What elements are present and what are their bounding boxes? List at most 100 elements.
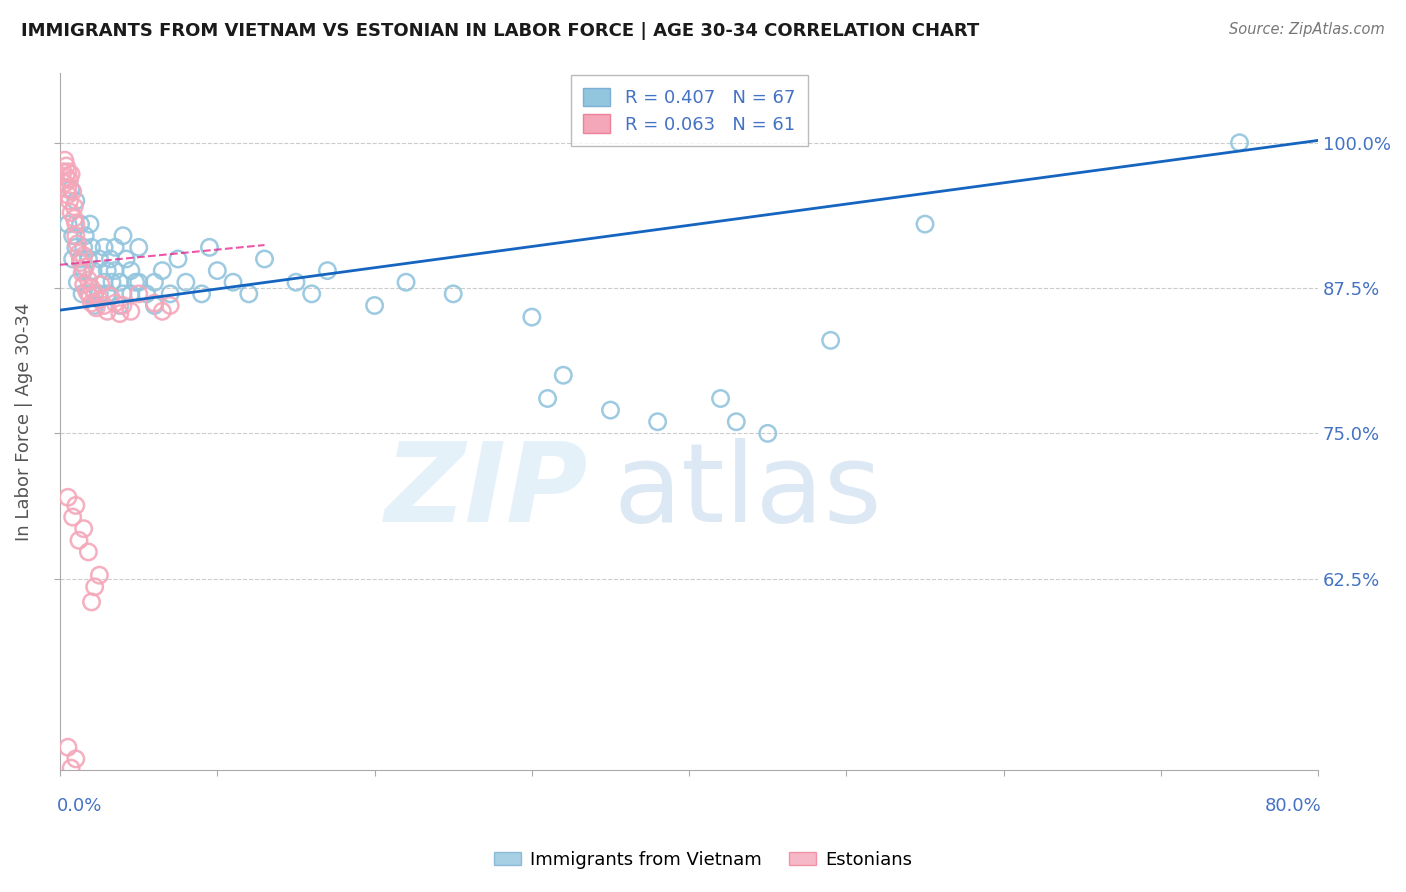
Point <box>124 275 146 289</box>
Point <box>93 240 115 254</box>
Point <box>53 177 76 191</box>
Point <box>89 286 111 301</box>
Point <box>82 263 104 277</box>
Point <box>62 252 84 266</box>
Point <box>60 761 83 775</box>
Point <box>108 307 131 321</box>
Point <box>120 304 142 318</box>
Point <box>128 240 150 254</box>
Point <box>89 568 111 582</box>
Point <box>90 277 112 292</box>
Point <box>150 263 173 277</box>
Point <box>79 289 101 303</box>
Text: atlas: atlas <box>613 438 882 545</box>
Point <box>100 252 122 266</box>
Point <box>96 263 118 277</box>
Point <box>70 266 93 280</box>
Point <box>96 286 118 301</box>
Point <box>190 286 212 301</box>
Point <box>159 298 181 312</box>
Point <box>83 298 105 312</box>
Point <box>65 194 87 208</box>
Point <box>55 170 77 185</box>
Point <box>65 217 87 231</box>
Point <box>73 522 96 536</box>
Legend: R = 0.407   N = 67, R = 0.063   N = 61: R = 0.407 N = 67, R = 0.063 N = 61 <box>571 75 807 146</box>
Point <box>58 194 80 208</box>
Point <box>60 167 83 181</box>
Point <box>63 200 86 214</box>
Point <box>66 275 89 289</box>
Point <box>73 263 96 277</box>
Point <box>65 752 87 766</box>
Point <box>108 275 131 289</box>
Point <box>104 296 127 310</box>
Point <box>73 248 96 262</box>
Point <box>647 415 669 429</box>
Point <box>65 499 87 513</box>
Point <box>108 298 131 312</box>
Point <box>150 304 173 318</box>
Point <box>238 286 260 301</box>
Point <box>520 310 543 325</box>
Point <box>56 188 79 202</box>
Text: 80.0%: 80.0% <box>1264 797 1322 815</box>
Legend: Immigrants from Vietnam, Estonians: Immigrants from Vietnam, Estonians <box>486 844 920 876</box>
Point <box>301 286 323 301</box>
Point <box>60 182 83 196</box>
Point <box>395 275 418 289</box>
Point <box>89 293 111 307</box>
Point <box>80 240 103 254</box>
Point <box>167 252 190 266</box>
Text: 0.0%: 0.0% <box>56 797 103 815</box>
Point <box>79 217 101 231</box>
Point <box>73 277 96 292</box>
Point <box>83 580 105 594</box>
Point <box>77 545 100 559</box>
Y-axis label: In Labor Force | Age 30-34: In Labor Force | Age 30-34 <box>15 302 32 541</box>
Point <box>56 182 79 196</box>
Point <box>62 228 84 243</box>
Text: IMMIGRANTS FROM VIETNAM VS ESTONIAN IN LABOR FORCE | AGE 30-34 CORRELATION CHART: IMMIGRANTS FROM VIETNAM VS ESTONIAN IN L… <box>21 22 980 40</box>
Point <box>56 165 79 179</box>
Point <box>52 165 75 179</box>
Point <box>820 334 842 348</box>
Point <box>316 263 339 277</box>
Point <box>76 285 98 299</box>
Point <box>70 286 93 301</box>
Point <box>69 217 91 231</box>
Point <box>128 275 150 289</box>
Point <box>111 286 134 301</box>
Point <box>709 392 731 406</box>
Point <box>363 298 385 312</box>
Point <box>66 236 89 251</box>
Point <box>104 263 127 277</box>
Text: ZIP: ZIP <box>385 438 589 545</box>
Point <box>120 263 142 277</box>
Point <box>128 286 150 301</box>
Point <box>111 228 134 243</box>
Point <box>441 286 464 301</box>
Point <box>104 240 127 254</box>
Point <box>599 403 621 417</box>
Point <box>80 296 103 310</box>
Point <box>75 260 97 274</box>
Point <box>65 228 87 243</box>
Point <box>77 273 100 287</box>
Point <box>84 301 107 315</box>
Point <box>285 275 308 289</box>
Point <box>198 240 221 254</box>
Point <box>56 491 79 505</box>
Point <box>58 173 80 187</box>
Point <box>143 298 166 312</box>
Point <box>111 298 134 312</box>
Point <box>93 275 115 289</box>
Point <box>80 281 103 295</box>
Point <box>60 205 83 219</box>
Text: Source: ZipAtlas.com: Source: ZipAtlas.com <box>1229 22 1385 37</box>
Point <box>63 211 86 226</box>
Point <box>89 252 111 266</box>
Point <box>143 275 166 289</box>
Point <box>222 275 245 289</box>
Point <box>56 217 79 231</box>
